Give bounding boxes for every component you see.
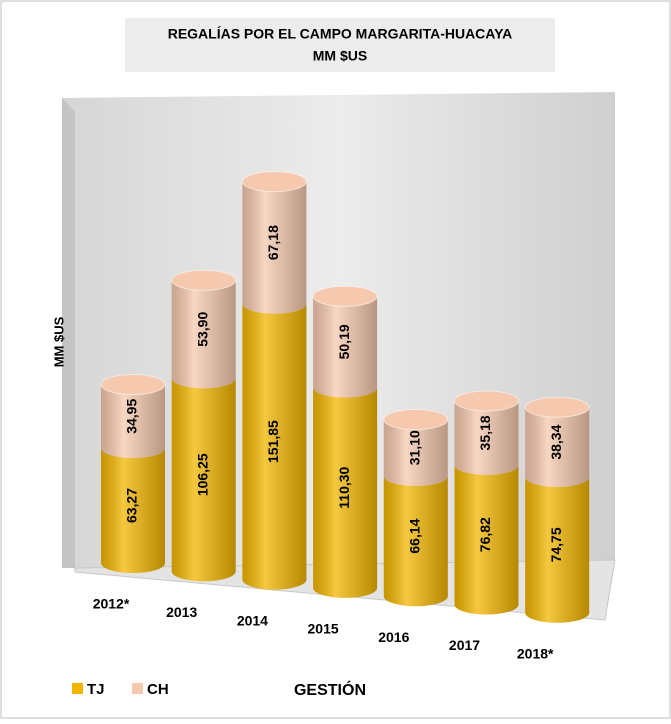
legend-label: TJ	[87, 681, 105, 698]
x-tick-label: 2016	[378, 629, 409, 645]
data-label: 38,34	[548, 424, 564, 459]
bar-shading	[525, 476, 590, 623]
x-tick-label: 2012*	[93, 596, 130, 612]
cylinder-top	[100, 374, 166, 396]
bar-shading	[242, 303, 307, 590]
data-label: 151,85	[265, 420, 281, 463]
cylinder-top	[383, 409, 449, 431]
bar-shading	[101, 384, 165, 459]
x-axis-label: GESTIÓN	[294, 680, 366, 699]
data-label: 50,19	[336, 324, 352, 359]
x-tick-label: 2015	[308, 621, 339, 637]
x-tick-label: 2013	[166, 604, 197, 620]
cylinder-top	[171, 269, 237, 291]
data-label: 106,25	[194, 453, 210, 496]
y-axis-label: MM $US	[51, 316, 66, 367]
cylinder-top	[312, 285, 378, 307]
data-label: 76,82	[477, 517, 493, 552]
chart-title: REGALÍAS POR EL CAMPO MARGARITA-HUACAYA	[168, 26, 513, 42]
x-tick-label: 2017	[449, 637, 480, 653]
bar-shading	[171, 378, 236, 582]
cylinder-top	[524, 396, 590, 418]
data-label: 74,75	[548, 527, 564, 562]
title-box	[125, 18, 555, 72]
data-label: 63,27	[124, 488, 140, 523]
data-label: 31,10	[407, 430, 423, 465]
chart-subtitle: MM $US	[313, 48, 367, 64]
side-wall	[62, 98, 75, 568]
cylinder-top	[241, 171, 307, 193]
bar-shading	[313, 387, 378, 598]
data-label: 67,18	[265, 225, 281, 260]
x-tick-label: 2018*	[517, 646, 554, 662]
data-label: 35,18	[477, 415, 493, 450]
cylinder-top	[454, 390, 519, 412]
bar-shading	[383, 419, 448, 487]
bar-shading	[242, 181, 307, 314]
bar-shading	[313, 296, 378, 398]
bar-shading	[101, 448, 165, 573]
bar-shading	[525, 407, 590, 487]
legend-swatch	[72, 683, 83, 694]
data-label: 110,30	[336, 466, 352, 508]
data-label: 34,95	[124, 399, 140, 434]
bar-shading	[383, 476, 448, 607]
data-label: 66,14	[407, 518, 423, 553]
bar-shading	[454, 464, 519, 615]
x-tick-label: 2014	[237, 612, 268, 628]
legend-label: CH	[147, 681, 169, 698]
legend-swatch	[132, 683, 143, 694]
data-label: 53,90	[194, 312, 210, 347]
bar-shading	[454, 400, 519, 475]
bar-shading	[171, 280, 236, 389]
